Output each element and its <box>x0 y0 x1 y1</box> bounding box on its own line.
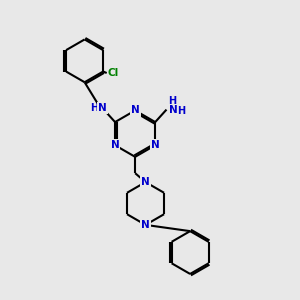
Text: N: N <box>151 140 160 150</box>
Text: N: N <box>131 106 140 116</box>
Text: N: N <box>141 220 150 230</box>
Text: H: H <box>168 96 176 106</box>
Text: N: N <box>98 103 107 113</box>
Text: H: H <box>177 106 185 116</box>
Text: Cl: Cl <box>108 68 119 78</box>
Text: N: N <box>141 177 150 187</box>
Text: N: N <box>169 105 177 115</box>
Text: N: N <box>111 140 119 150</box>
Text: H: H <box>90 103 98 113</box>
